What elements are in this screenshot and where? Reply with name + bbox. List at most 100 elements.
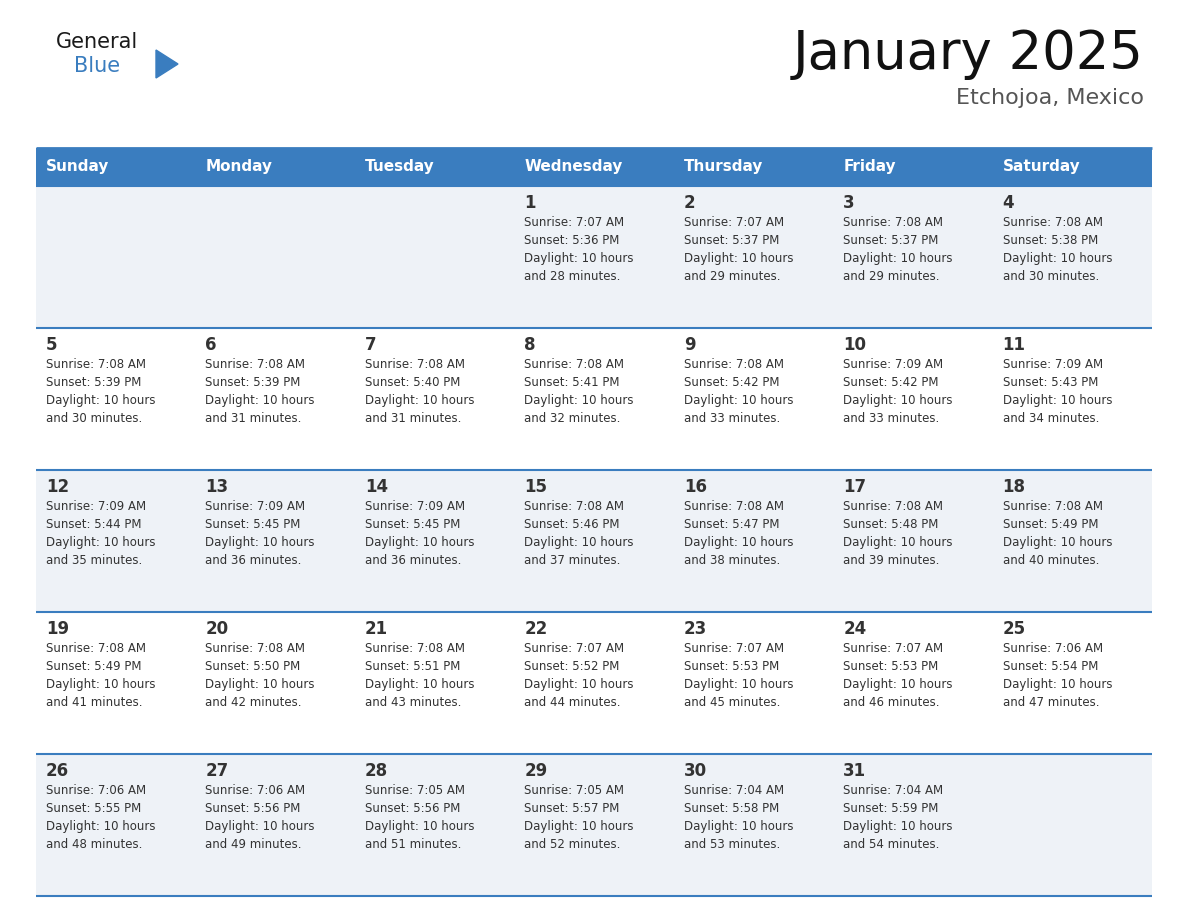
Text: Daylight: 10 hours: Daylight: 10 hours: [365, 820, 474, 833]
Text: and 48 minutes.: and 48 minutes.: [46, 838, 143, 851]
Text: Sunset: 5:42 PM: Sunset: 5:42 PM: [843, 376, 939, 389]
Text: 2: 2: [684, 194, 695, 212]
Text: 28: 28: [365, 762, 388, 780]
Text: Daylight: 10 hours: Daylight: 10 hours: [843, 252, 953, 265]
Text: Sunset: 5:37 PM: Sunset: 5:37 PM: [684, 234, 779, 247]
Text: Sunset: 5:42 PM: Sunset: 5:42 PM: [684, 376, 779, 389]
Text: Daylight: 10 hours: Daylight: 10 hours: [524, 536, 633, 549]
Text: 15: 15: [524, 478, 548, 496]
Text: Daylight: 10 hours: Daylight: 10 hours: [206, 820, 315, 833]
Text: 19: 19: [46, 620, 69, 638]
Text: Daylight: 10 hours: Daylight: 10 hours: [46, 820, 156, 833]
Text: and 54 minutes.: and 54 minutes.: [843, 838, 940, 851]
Text: 8: 8: [524, 336, 536, 354]
Text: 31: 31: [843, 762, 866, 780]
Text: Sunset: 5:55 PM: Sunset: 5:55 PM: [46, 802, 141, 815]
Text: and 45 minutes.: and 45 minutes.: [684, 696, 781, 709]
Text: Sunset: 5:57 PM: Sunset: 5:57 PM: [524, 802, 620, 815]
Text: 7: 7: [365, 336, 377, 354]
Text: Sunset: 5:39 PM: Sunset: 5:39 PM: [46, 376, 141, 389]
Text: Daylight: 10 hours: Daylight: 10 hours: [46, 536, 156, 549]
Text: Blue: Blue: [74, 56, 120, 76]
Text: Daylight: 10 hours: Daylight: 10 hours: [206, 536, 315, 549]
Text: Sunrise: 7:07 AM: Sunrise: 7:07 AM: [524, 642, 625, 655]
Text: Sunset: 5:48 PM: Sunset: 5:48 PM: [843, 518, 939, 531]
Text: Sunrise: 7:04 AM: Sunrise: 7:04 AM: [843, 784, 943, 797]
Text: and 36 minutes.: and 36 minutes.: [206, 554, 302, 567]
Text: Sunset: 5:49 PM: Sunset: 5:49 PM: [46, 660, 141, 673]
Text: and 47 minutes.: and 47 minutes.: [1003, 696, 1099, 709]
Text: and 31 minutes.: and 31 minutes.: [365, 412, 461, 425]
Text: Sunset: 5:53 PM: Sunset: 5:53 PM: [684, 660, 779, 673]
Text: Sunset: 5:41 PM: Sunset: 5:41 PM: [524, 376, 620, 389]
Text: 11: 11: [1003, 336, 1025, 354]
Text: 29: 29: [524, 762, 548, 780]
Bar: [833, 148, 992, 186]
Text: 24: 24: [843, 620, 866, 638]
Text: and 32 minutes.: and 32 minutes.: [524, 412, 620, 425]
Text: Daylight: 10 hours: Daylight: 10 hours: [843, 394, 953, 407]
Text: and 29 minutes.: and 29 minutes.: [843, 270, 940, 283]
Text: and 33 minutes.: and 33 minutes.: [843, 412, 940, 425]
Text: Sunset: 5:51 PM: Sunset: 5:51 PM: [365, 660, 460, 673]
Text: Sunrise: 7:08 AM: Sunrise: 7:08 AM: [843, 500, 943, 513]
Text: Sunrise: 7:07 AM: Sunrise: 7:07 AM: [843, 642, 943, 655]
Text: and 34 minutes.: and 34 minutes.: [1003, 412, 1099, 425]
Text: Sunrise: 7:09 AM: Sunrise: 7:09 AM: [46, 500, 146, 513]
Text: 21: 21: [365, 620, 388, 638]
Text: and 36 minutes.: and 36 minutes.: [365, 554, 461, 567]
Bar: [514, 148, 674, 186]
Text: Sunrise: 7:09 AM: Sunrise: 7:09 AM: [365, 500, 465, 513]
Text: Sunrise: 7:08 AM: Sunrise: 7:08 AM: [206, 642, 305, 655]
Text: Sunset: 5:58 PM: Sunset: 5:58 PM: [684, 802, 779, 815]
Text: Sunset: 5:59 PM: Sunset: 5:59 PM: [843, 802, 939, 815]
Polygon shape: [156, 50, 178, 78]
Text: Sunset: 5:44 PM: Sunset: 5:44 PM: [46, 518, 141, 531]
Bar: [992, 148, 1152, 186]
Text: Sunset: 5:45 PM: Sunset: 5:45 PM: [206, 518, 301, 531]
Text: 25: 25: [1003, 620, 1025, 638]
Text: Sunrise: 7:08 AM: Sunrise: 7:08 AM: [46, 642, 146, 655]
Bar: [355, 148, 514, 186]
Text: Daylight: 10 hours: Daylight: 10 hours: [365, 678, 474, 691]
Text: Sunrise: 7:09 AM: Sunrise: 7:09 AM: [206, 500, 305, 513]
Text: 12: 12: [46, 478, 69, 496]
Text: Sunrise: 7:08 AM: Sunrise: 7:08 AM: [843, 216, 943, 229]
Bar: [196, 148, 355, 186]
Text: 18: 18: [1003, 478, 1025, 496]
Bar: [36, 328, 1152, 470]
Text: Sunrise: 7:08 AM: Sunrise: 7:08 AM: [365, 358, 465, 371]
Text: Sunrise: 7:07 AM: Sunrise: 7:07 AM: [524, 216, 625, 229]
Text: and 29 minutes.: and 29 minutes.: [684, 270, 781, 283]
Text: Daylight: 10 hours: Daylight: 10 hours: [206, 678, 315, 691]
Text: Sunrise: 7:08 AM: Sunrise: 7:08 AM: [524, 358, 624, 371]
Text: and 52 minutes.: and 52 minutes.: [524, 838, 620, 851]
Text: Daylight: 10 hours: Daylight: 10 hours: [524, 820, 633, 833]
Text: Tuesday: Tuesday: [365, 160, 435, 174]
Text: Sunrise: 7:08 AM: Sunrise: 7:08 AM: [524, 500, 624, 513]
Text: Daylight: 10 hours: Daylight: 10 hours: [46, 678, 156, 691]
Text: and 41 minutes.: and 41 minutes.: [46, 696, 143, 709]
Text: Etchojoa, Mexico: Etchojoa, Mexico: [956, 88, 1144, 108]
Text: 27: 27: [206, 762, 228, 780]
Bar: [36, 148, 196, 186]
Text: Sunset: 5:56 PM: Sunset: 5:56 PM: [365, 802, 460, 815]
Text: 14: 14: [365, 478, 388, 496]
Text: Sunset: 5:53 PM: Sunset: 5:53 PM: [843, 660, 939, 673]
Text: Sunrise: 7:08 AM: Sunrise: 7:08 AM: [206, 358, 305, 371]
Text: and 38 minutes.: and 38 minutes.: [684, 554, 781, 567]
Text: and 30 minutes.: and 30 minutes.: [1003, 270, 1099, 283]
Text: 22: 22: [524, 620, 548, 638]
Text: Sunrise: 7:08 AM: Sunrise: 7:08 AM: [46, 358, 146, 371]
Text: Sunrise: 7:08 AM: Sunrise: 7:08 AM: [1003, 216, 1102, 229]
Text: Sunset: 5:50 PM: Sunset: 5:50 PM: [206, 660, 301, 673]
Text: Daylight: 10 hours: Daylight: 10 hours: [524, 252, 633, 265]
Text: Sunset: 5:47 PM: Sunset: 5:47 PM: [684, 518, 779, 531]
Bar: [36, 186, 1152, 328]
Text: Sunrise: 7:08 AM: Sunrise: 7:08 AM: [684, 358, 784, 371]
Text: Daylight: 10 hours: Daylight: 10 hours: [843, 536, 953, 549]
Text: 30: 30: [684, 762, 707, 780]
Text: and 30 minutes.: and 30 minutes.: [46, 412, 143, 425]
Text: Monday: Monday: [206, 160, 272, 174]
Text: Daylight: 10 hours: Daylight: 10 hours: [365, 536, 474, 549]
